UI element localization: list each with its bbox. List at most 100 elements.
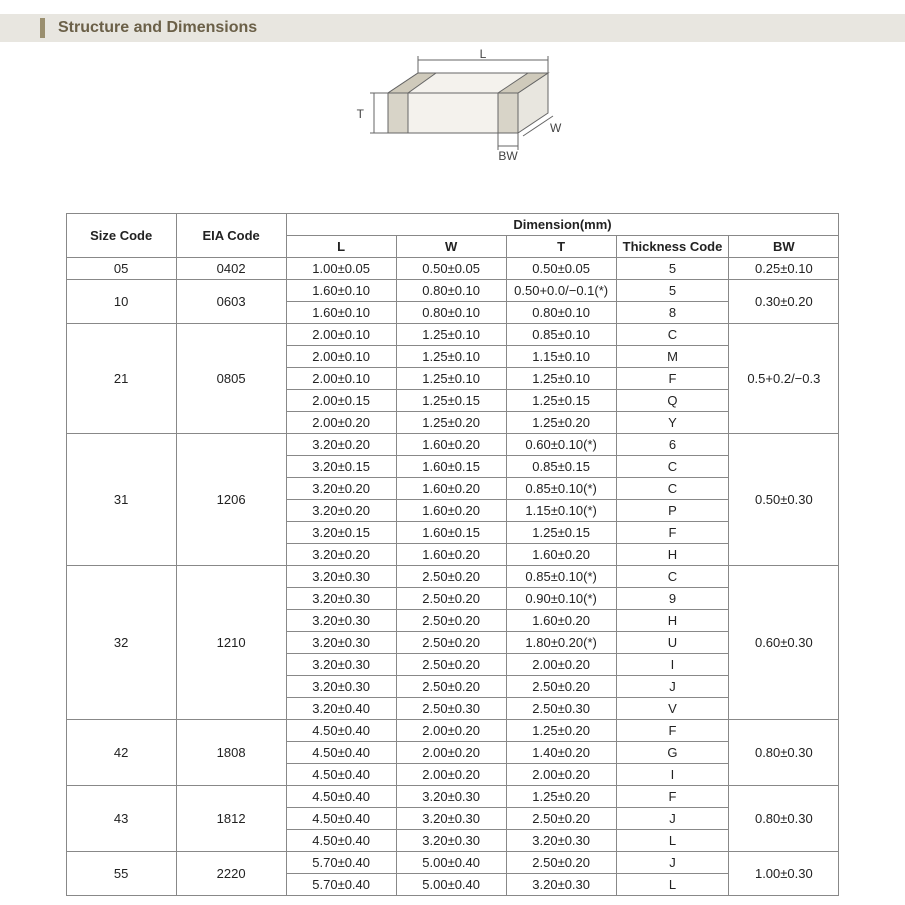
cell-W: 1.60±0.20 bbox=[396, 478, 506, 500]
cell-W: 2.50±0.20 bbox=[396, 654, 506, 676]
cell-W: 1.25±0.10 bbox=[396, 324, 506, 346]
cell-W: 2.50±0.20 bbox=[396, 632, 506, 654]
cell-tc: Q bbox=[616, 390, 729, 412]
cell-L: 4.50±0.40 bbox=[286, 808, 396, 830]
cell-L: 3.20±0.30 bbox=[286, 632, 396, 654]
cell-L: 3.20±0.20 bbox=[286, 544, 396, 566]
cell-W: 2.50±0.20 bbox=[396, 588, 506, 610]
cell-T: 1.60±0.20 bbox=[506, 610, 616, 632]
cell-size-code: 42 bbox=[66, 720, 176, 786]
cell-tc: C bbox=[616, 456, 729, 478]
cell-W: 1.25±0.15 bbox=[396, 390, 506, 412]
cell-tc: Y bbox=[616, 412, 729, 434]
cell-bw: 1.00±0.30 bbox=[729, 852, 839, 896]
cell-L: 3.20±0.30 bbox=[286, 654, 396, 676]
cell-eia-code: 1210 bbox=[176, 566, 286, 720]
cell-T: 1.15±0.10(*) bbox=[506, 500, 616, 522]
cell-T: 0.85±0.10 bbox=[506, 324, 616, 346]
table-row: 4318124.50±0.403.20±0.301.25±0.20F0.80±0… bbox=[66, 786, 839, 808]
cell-L: 2.00±0.10 bbox=[286, 324, 396, 346]
section-title: Structure and Dimensions bbox=[58, 19, 257, 37]
cell-L: 1.60±0.10 bbox=[286, 280, 396, 302]
cell-tc: G bbox=[616, 742, 729, 764]
table-row: 4218084.50±0.402.00±0.201.25±0.20F0.80±0… bbox=[66, 720, 839, 742]
cell-L: 2.00±0.10 bbox=[286, 346, 396, 368]
cell-tc: J bbox=[616, 676, 729, 698]
cell-L: 3.20±0.20 bbox=[286, 500, 396, 522]
cell-bw: 0.5+0.2/−0.3 bbox=[729, 324, 839, 434]
cell-W: 2.50±0.30 bbox=[396, 698, 506, 720]
cell-W: 1.60±0.15 bbox=[396, 456, 506, 478]
cell-W: 5.00±0.40 bbox=[396, 874, 506, 896]
cell-bw: 0.50±0.30 bbox=[729, 434, 839, 566]
cell-W: 3.20±0.30 bbox=[396, 830, 506, 852]
cell-T: 1.80±0.20(*) bbox=[506, 632, 616, 654]
cell-T: 0.85±0.10(*) bbox=[506, 566, 616, 588]
cell-size-code: 10 bbox=[66, 280, 176, 324]
col-thickness-code: Thickness Code bbox=[616, 236, 729, 258]
cell-size-code: 21 bbox=[66, 324, 176, 434]
cell-tc: I bbox=[616, 764, 729, 786]
cell-L: 2.00±0.10 bbox=[286, 368, 396, 390]
cell-T: 1.25±0.20 bbox=[506, 720, 616, 742]
cell-L: 4.50±0.40 bbox=[286, 786, 396, 808]
cell-T: 0.50+0.0/−0.1(*) bbox=[506, 280, 616, 302]
cell-T: 1.60±0.20 bbox=[506, 544, 616, 566]
cell-L: 2.00±0.20 bbox=[286, 412, 396, 434]
cell-T: 1.25±0.20 bbox=[506, 786, 616, 808]
cell-W: 0.50±0.05 bbox=[396, 258, 506, 280]
cell-tc: I bbox=[616, 654, 729, 676]
cell-W: 3.20±0.30 bbox=[396, 808, 506, 830]
cell-tc: F bbox=[616, 720, 729, 742]
cell-T: 0.90±0.10(*) bbox=[506, 588, 616, 610]
svg-text:T: T bbox=[356, 107, 364, 121]
cell-T: 1.25±0.10 bbox=[506, 368, 616, 390]
cell-tc: H bbox=[616, 544, 729, 566]
cell-L: 3.20±0.30 bbox=[286, 566, 396, 588]
cell-tc: L bbox=[616, 874, 729, 896]
cell-tc: J bbox=[616, 808, 729, 830]
cell-size-code: 05 bbox=[66, 258, 176, 280]
cell-L: 3.20±0.30 bbox=[286, 588, 396, 610]
cell-tc: M bbox=[616, 346, 729, 368]
col-W: W bbox=[396, 236, 506, 258]
cell-W: 2.00±0.20 bbox=[396, 720, 506, 742]
cell-eia-code: 0603 bbox=[176, 280, 286, 324]
cell-tc: F bbox=[616, 786, 729, 808]
cell-eia-code: 1812 bbox=[176, 786, 286, 852]
cell-eia-code: 0805 bbox=[176, 324, 286, 434]
cell-L: 3.20±0.20 bbox=[286, 478, 396, 500]
cell-L: 1.60±0.10 bbox=[286, 302, 396, 324]
cell-tc: P bbox=[616, 500, 729, 522]
cell-eia-code: 2220 bbox=[176, 852, 286, 896]
svg-text:W: W bbox=[550, 121, 562, 135]
cell-bw: 0.80±0.30 bbox=[729, 786, 839, 852]
cell-tc: 9 bbox=[616, 588, 729, 610]
table-row: 5522205.70±0.405.00±0.402.50±0.20J1.00±0… bbox=[66, 852, 839, 874]
table-row: 3212103.20±0.302.50±0.200.85±0.10(*)C0.6… bbox=[66, 566, 839, 588]
cell-T: 0.85±0.15 bbox=[506, 456, 616, 478]
cell-L: 3.20±0.20 bbox=[286, 434, 396, 456]
cell-bw: 0.25±0.10 bbox=[729, 258, 839, 280]
cell-W: 1.25±0.10 bbox=[396, 346, 506, 368]
cell-T: 0.50±0.05 bbox=[506, 258, 616, 280]
cell-W: 2.50±0.20 bbox=[396, 566, 506, 588]
cell-bw: 0.60±0.30 bbox=[729, 566, 839, 720]
svg-text:L: L bbox=[479, 48, 486, 61]
cell-T: 1.40±0.20 bbox=[506, 742, 616, 764]
cell-T: 0.60±0.10(*) bbox=[506, 434, 616, 456]
cell-L: 3.20±0.15 bbox=[286, 456, 396, 478]
cell-W: 1.25±0.20 bbox=[396, 412, 506, 434]
cell-tc: L bbox=[616, 830, 729, 852]
section-header: Structure and Dimensions bbox=[0, 14, 905, 42]
cell-size-code: 55 bbox=[66, 852, 176, 896]
col-L: L bbox=[286, 236, 396, 258]
dimension-diagram: LWTBW bbox=[0, 48, 905, 203]
table-row: 1006031.60±0.100.80±0.100.50+0.0/−0.1(*)… bbox=[66, 280, 839, 302]
cell-L: 5.70±0.40 bbox=[286, 874, 396, 896]
col-BW: BW bbox=[729, 236, 839, 258]
cell-W: 3.20±0.30 bbox=[396, 786, 506, 808]
cell-L: 3.20±0.30 bbox=[286, 676, 396, 698]
cell-T: 1.25±0.15 bbox=[506, 522, 616, 544]
cell-bw: 0.30±0.20 bbox=[729, 280, 839, 324]
